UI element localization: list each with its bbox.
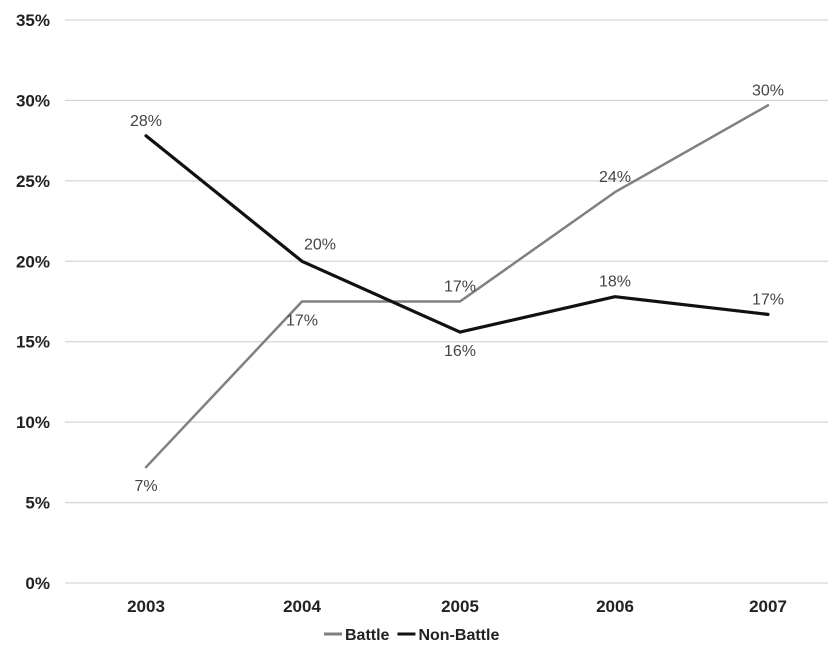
y-axis-ticks: 0% 5% 10% 15% 20% 25% 30% 35% <box>16 11 50 593</box>
x-tick-label: 2003 <box>127 597 165 616</box>
data-label: 28% <box>130 113 162 130</box>
data-label: 7% <box>134 478 157 495</box>
data-label: 16% <box>444 343 476 360</box>
data-label: 17% <box>286 313 318 330</box>
x-tick-label: 2007 <box>749 597 787 616</box>
legend-label: Non-Battle <box>418 627 499 644</box>
data-labels: 7% 17% 17% 24% 30% 28% 20% 16% 18% 17% <box>130 82 784 495</box>
x-tick-label: 2005 <box>441 597 479 616</box>
legend-label: Battle <box>345 627 390 644</box>
gridlines <box>65 19 828 584</box>
y-tick-label: 5% <box>25 494 50 513</box>
y-tick-label: 10% <box>16 413 50 432</box>
x-tick-label: 2006 <box>596 597 634 616</box>
legend: Battle Non-Battle <box>324 627 499 644</box>
series-line-non-battle <box>144 134 770 334</box>
data-label: 17% <box>752 291 784 308</box>
data-label: 30% <box>752 82 784 99</box>
data-label: 18% <box>599 274 631 291</box>
series-lines <box>144 104 770 469</box>
x-axis-ticks: 2003 2004 2005 2006 2007 <box>127 597 787 616</box>
data-label: 20% <box>304 236 336 253</box>
y-tick-label: 15% <box>16 333 50 352</box>
series-line-battle <box>144 104 770 469</box>
data-label: 24% <box>599 169 631 186</box>
y-tick-label: 30% <box>16 91 50 110</box>
data-label: 17% <box>444 279 476 296</box>
y-tick-label: 0% <box>25 574 50 593</box>
y-tick-label: 35% <box>16 11 50 30</box>
x-tick-label: 2004 <box>283 597 321 616</box>
y-tick-label: 20% <box>16 252 50 271</box>
y-tick-label: 25% <box>16 172 50 191</box>
